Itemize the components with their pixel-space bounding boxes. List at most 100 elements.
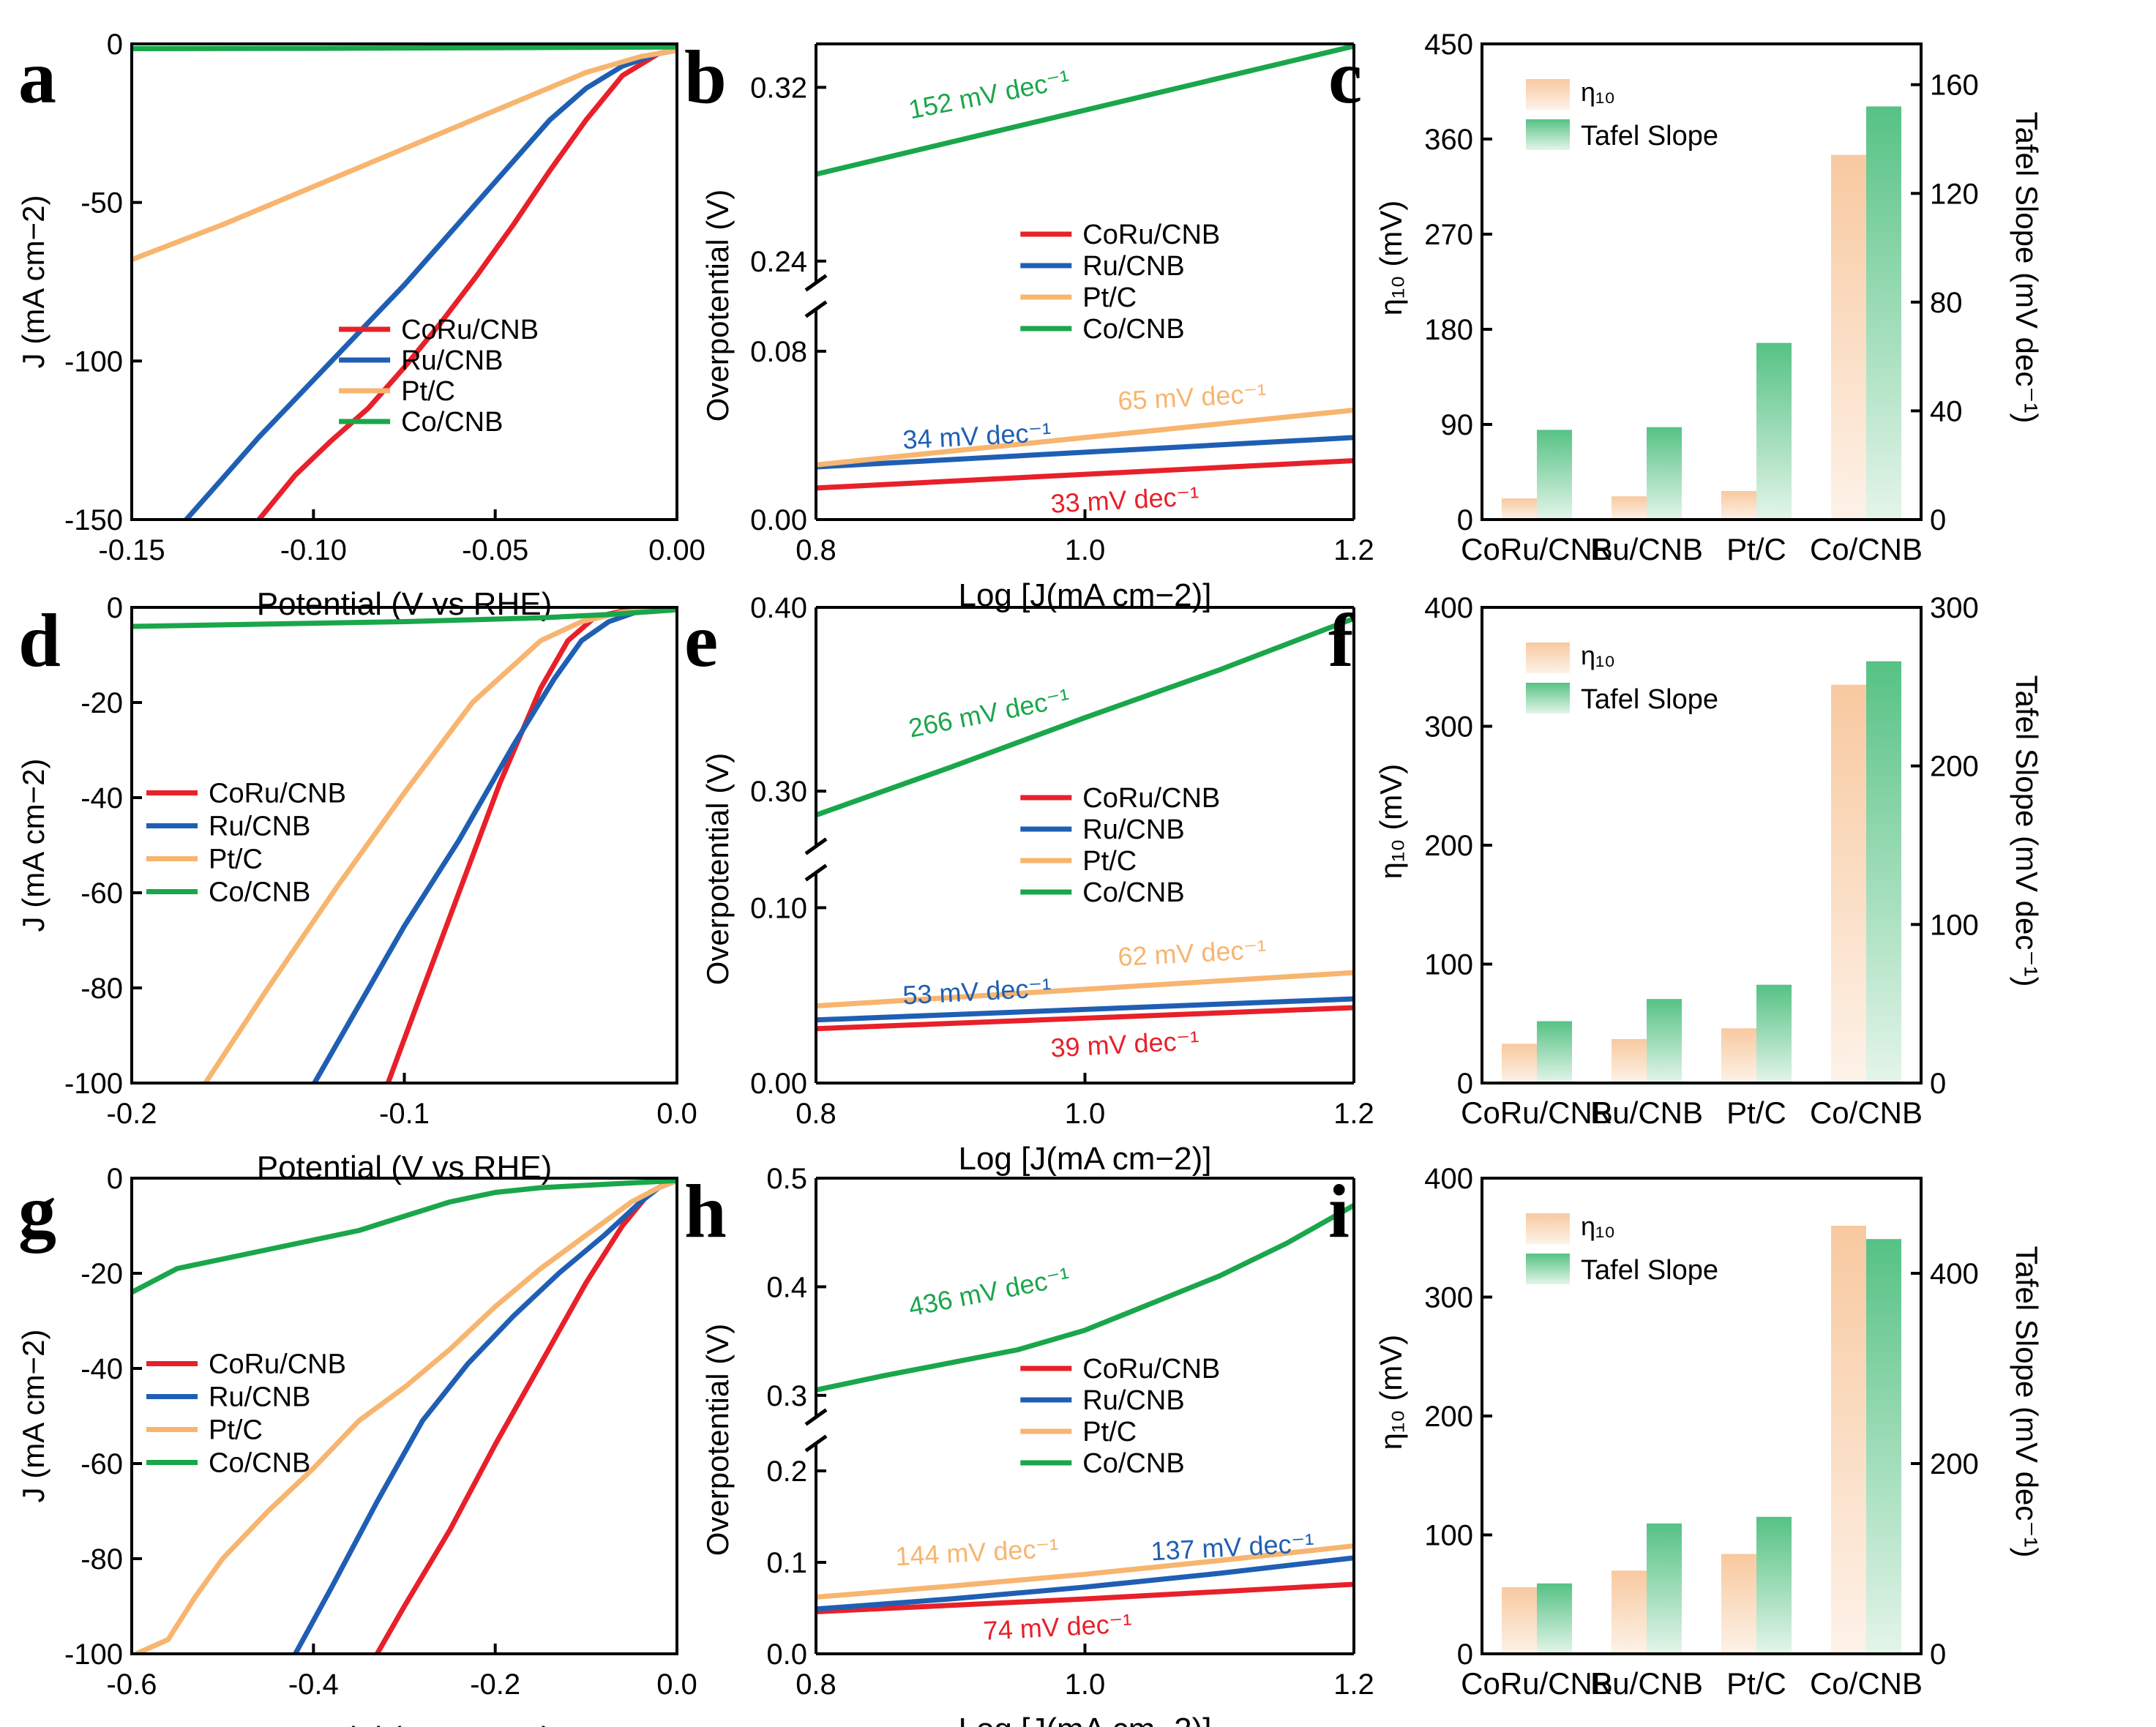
x-category-label: CoRu/CNB <box>1461 1666 1613 1701</box>
y-tick-label: 300 <box>1424 711 1473 743</box>
x-tick-label: 1.2 <box>1333 1668 1374 1701</box>
series-line-cocnb <box>132 44 677 51</box>
y-tick-label: 0.00 <box>750 1068 807 1100</box>
bar-eta10-ptc <box>1721 491 1756 520</box>
legend-label: CoRu/CNB <box>1082 1354 1220 1385</box>
legend-swatch-tafel <box>1526 683 1570 713</box>
plot-frame <box>130 42 678 521</box>
series-group <box>816 44 1354 491</box>
legend-swatch-tafel <box>1526 1254 1570 1284</box>
slope-annotation: 144 mV dec⁻¹ <box>894 1533 1059 1572</box>
x-tick-label: 0.8 <box>796 1668 836 1701</box>
legend-label: Ru/CNB <box>1082 1385 1184 1416</box>
y-axis-label: J (mA cm−2) <box>16 759 50 932</box>
y-tick-label: 0.3 <box>766 1380 807 1412</box>
y-tick-label: 0.1 <box>766 1547 807 1579</box>
x-category-label: Ru/CNB <box>1590 1666 1703 1701</box>
x-category-label: CoRu/CNB <box>1461 1095 1613 1130</box>
y2-tick-label: 0 <box>1930 1638 1946 1671</box>
axis-break-mark <box>804 300 828 318</box>
bar-tafel-ptc <box>1756 342 1792 520</box>
x-category-label: Ru/CNB <box>1590 1095 1703 1130</box>
series-line-corucnb <box>385 607 677 1083</box>
x-tick-label: 1.2 <box>1333 534 1374 566</box>
x-tick-label: 0.0 <box>656 1668 697 1701</box>
series-group <box>132 607 677 1083</box>
x-axis-label: Potential (V vs RHE) <box>257 1150 552 1185</box>
x-tick-label: 1.2 <box>1333 1098 1374 1130</box>
panel-label-b: b <box>684 35 727 119</box>
slope-annotation: 34 mV dec⁻¹ <box>902 417 1052 455</box>
slope-annotation: 137 mV dec⁻¹ <box>1150 1528 1314 1567</box>
y-tick-label: -80 <box>81 973 123 1005</box>
legend-label: Co/CNB <box>1082 314 1184 345</box>
legend-label: Pt/C <box>209 1415 263 1446</box>
slope-annotation: 39 mV dec⁻¹ <box>1049 1025 1199 1063</box>
y-tick-label: 400 <box>1424 592 1473 624</box>
x-tick-label: -0.05 <box>462 534 528 566</box>
bar-eta10-corucnb <box>1502 498 1537 520</box>
legend-label: Co/CNB <box>209 877 310 908</box>
bar-eta10-cocnb <box>1831 684 1866 1083</box>
x-tick-label: -0.6 <box>107 1668 157 1701</box>
y-tick-label: 0.5 <box>766 1163 807 1195</box>
x-tick-label: 1.0 <box>1065 1098 1106 1130</box>
bar-eta10-corucnb <box>1502 1587 1537 1654</box>
panel-label-h: h <box>684 1169 727 1254</box>
x-tick-label: -0.4 <box>288 1668 339 1701</box>
y-tick-label: 0.24 <box>750 246 807 278</box>
bar-eta10-ptc <box>1721 1028 1756 1083</box>
legend-label: Tafel Slope <box>1581 684 1718 715</box>
series-line-ptc <box>816 1543 1354 1600</box>
x-tick-label: -0.2 <box>107 1098 157 1130</box>
bar-tafel-corucnb <box>1537 1583 1572 1654</box>
legend-label: Co/CNB <box>1082 1448 1184 1479</box>
y-tick-label: 270 <box>1424 219 1473 251</box>
x-tick-label: -0.15 <box>98 534 165 566</box>
panel-label-c: c <box>1328 35 1362 119</box>
series-line-corucnb <box>816 1581 1354 1614</box>
legend-label: Tafel Slope <box>1581 1255 1718 1286</box>
legend-label: Ru/CNB <box>1082 251 1184 282</box>
y-tick-label: -100 <box>64 1638 123 1671</box>
series-line-rucnb <box>293 1178 677 1654</box>
x-axis-label: Log [J(mA cm−2)] <box>958 1712 1211 1727</box>
bar-eta10-corucnb <box>1502 1044 1537 1083</box>
x-tick-label: 0.8 <box>796 1098 836 1130</box>
y-axis-label: Overpotential (V) <box>700 190 735 422</box>
bar-eta10-rucnb <box>1612 496 1647 520</box>
y-tick-label: -80 <box>81 1543 123 1576</box>
panel-d: -0.2 -0.1 0.0 -100 -80 -60 -40 -20 0 Potential (V… <box>16 592 697 1185</box>
bar-eta10-rucnb <box>1612 1570 1647 1654</box>
legend-label: Ru/CNB <box>1082 814 1184 845</box>
x-axis-label: Potential (V vs RHE) <box>257 1720 552 1727</box>
x-category-label: Co/CNB <box>1810 1666 1923 1701</box>
y2-tick-label: 200 <box>1930 1448 1979 1480</box>
legend-label: CoRu/CNB <box>209 1349 346 1380</box>
series-line-corucnb <box>816 1005 1354 1032</box>
legend-label: Pt/C <box>1082 1417 1137 1447</box>
axis-break-mark <box>804 274 828 292</box>
bar-tafel-cocnb <box>1866 661 1901 1083</box>
series-line-rucnb <box>184 48 677 520</box>
y-axis-label: Overpotential (V) <box>700 1324 735 1556</box>
y-tick-label: 0 <box>107 592 123 624</box>
axis-break-mark <box>804 864 828 882</box>
panel-label-d: d <box>18 599 61 683</box>
y2-axis-label: Tafel Slope (mV dec⁻¹) <box>2010 675 2044 987</box>
y-tick-label: 300 <box>1424 1282 1473 1314</box>
slope-annotation: 33 mV dec⁻¹ <box>1049 481 1199 519</box>
legend-label: η₁₀ <box>1581 640 1615 670</box>
slope-annotation: 74 mV dec⁻¹ <box>983 1608 1133 1646</box>
series-line-cocnb <box>132 1178 677 1295</box>
series-line-corucnb <box>257 48 677 520</box>
axis-break-mark <box>804 837 828 855</box>
panel-label-f: f <box>1328 599 1355 683</box>
series-line-ptc <box>135 1178 677 1654</box>
panel-label-a: a <box>18 35 56 119</box>
x-category-label: CoRu/CNB <box>1461 532 1613 566</box>
legend-label: Co/CNB <box>401 407 503 438</box>
y2-tick-label: 400 <box>1930 1258 1979 1290</box>
x-axis-label: Potential (V vs RHE) <box>257 586 552 622</box>
series-line-cocnb <box>132 607 677 629</box>
